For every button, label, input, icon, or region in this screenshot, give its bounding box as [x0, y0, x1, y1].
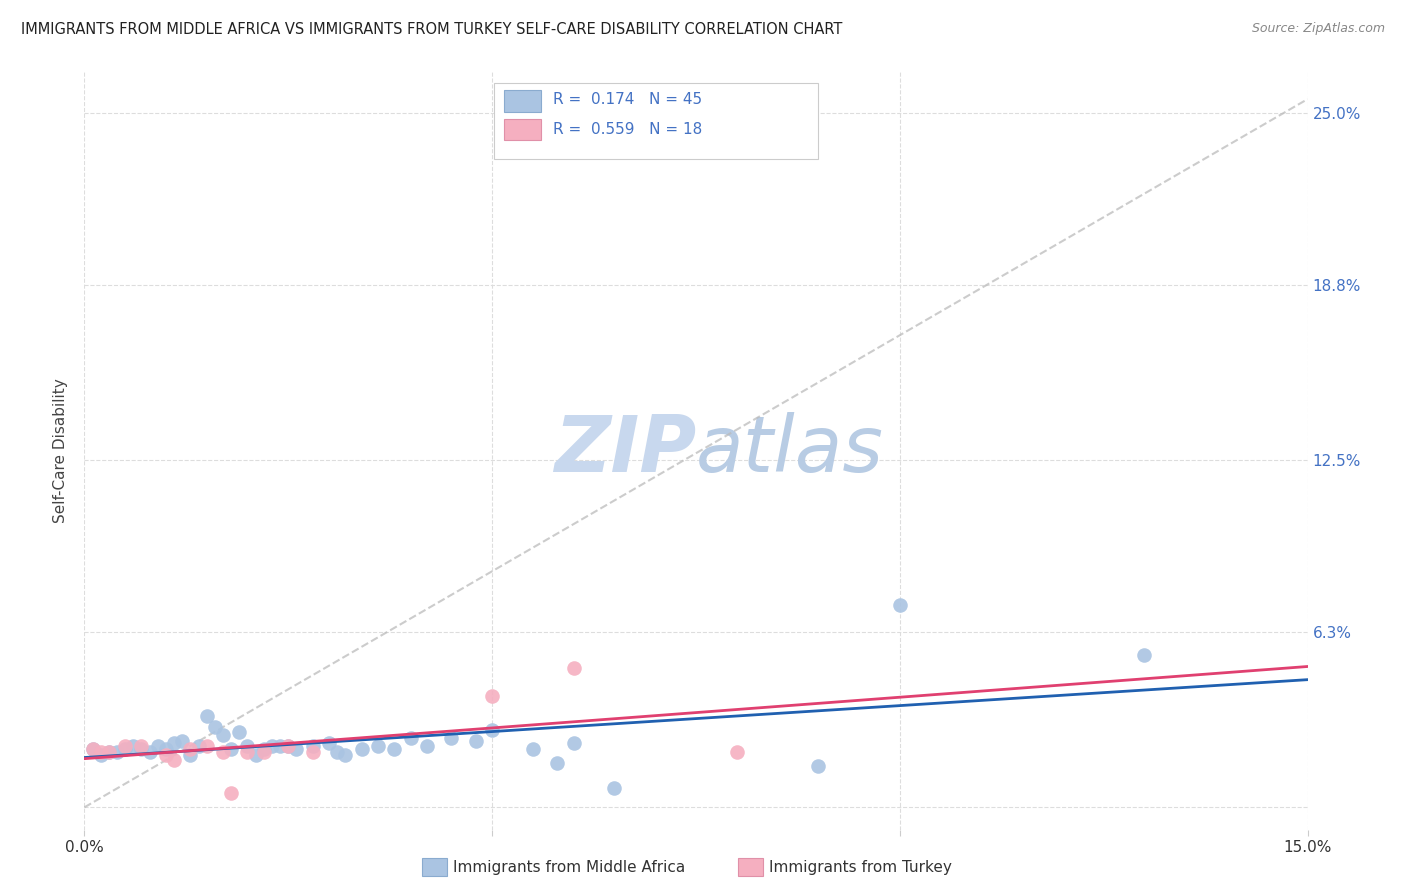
- Point: [236, 745, 259, 759]
- Point: [97, 745, 120, 759]
- Point: [382, 742, 405, 756]
- Point: [114, 739, 136, 754]
- Point: [367, 739, 389, 754]
- Text: Immigrants from Middle Africa: Immigrants from Middle Africa: [453, 860, 685, 874]
- Point: [399, 731, 422, 745]
- Point: [236, 739, 259, 754]
- Text: R =  0.174   N = 45: R = 0.174 N = 45: [553, 92, 702, 107]
- Point: [464, 733, 486, 747]
- Point: [105, 745, 128, 759]
- FancyBboxPatch shape: [503, 90, 541, 112]
- Point: [212, 745, 235, 759]
- Point: [269, 739, 291, 754]
- Point: [562, 661, 585, 675]
- Point: [562, 736, 585, 750]
- Point: [245, 747, 267, 762]
- Point: [90, 745, 112, 759]
- Point: [179, 747, 201, 762]
- Point: [228, 725, 250, 739]
- Point: [179, 742, 201, 756]
- Point: [138, 745, 160, 759]
- Point: [350, 742, 373, 756]
- Point: [326, 745, 349, 759]
- Point: [277, 739, 299, 754]
- Point: [725, 745, 748, 759]
- Point: [131, 742, 153, 756]
- Point: [187, 739, 209, 754]
- Point: [90, 747, 112, 762]
- Point: [122, 739, 145, 754]
- FancyBboxPatch shape: [503, 120, 541, 140]
- Point: [318, 736, 340, 750]
- Text: ZIP: ZIP: [554, 412, 696, 489]
- Point: [481, 723, 503, 737]
- Point: [82, 742, 104, 756]
- Point: [481, 690, 503, 704]
- Point: [546, 756, 568, 770]
- Point: [195, 739, 218, 754]
- Point: [335, 747, 357, 762]
- Point: [155, 742, 177, 756]
- Point: [131, 739, 153, 754]
- Point: [260, 739, 283, 754]
- Point: [277, 739, 299, 754]
- Point: [285, 742, 308, 756]
- Point: [155, 747, 177, 762]
- Text: R =  0.559   N = 18: R = 0.559 N = 18: [553, 122, 702, 137]
- Point: [1133, 648, 1156, 662]
- Point: [97, 745, 120, 759]
- Point: [889, 598, 911, 612]
- Point: [603, 780, 626, 795]
- Text: Immigrants from Turkey: Immigrants from Turkey: [769, 860, 952, 874]
- Point: [807, 758, 830, 772]
- Point: [146, 739, 169, 754]
- Text: Source: ZipAtlas.com: Source: ZipAtlas.com: [1251, 22, 1385, 36]
- Y-axis label: Self-Care Disability: Self-Care Disability: [53, 378, 69, 523]
- Point: [114, 742, 136, 756]
- Point: [172, 733, 194, 747]
- Point: [522, 742, 544, 756]
- Point: [195, 708, 218, 723]
- Point: [212, 728, 235, 742]
- Point: [82, 742, 104, 756]
- FancyBboxPatch shape: [494, 83, 818, 159]
- Point: [301, 745, 323, 759]
- Point: [440, 731, 463, 745]
- Point: [219, 742, 242, 756]
- Point: [253, 742, 276, 756]
- Text: IMMIGRANTS FROM MIDDLE AFRICA VS IMMIGRANTS FROM TURKEY SELF-CARE DISABILITY COR: IMMIGRANTS FROM MIDDLE AFRICA VS IMMIGRA…: [21, 22, 842, 37]
- Point: [204, 720, 226, 734]
- Point: [219, 787, 242, 801]
- Point: [253, 745, 276, 759]
- Point: [301, 739, 323, 754]
- Point: [163, 753, 186, 767]
- Point: [163, 736, 186, 750]
- Point: [416, 739, 439, 754]
- Text: atlas: atlas: [696, 412, 884, 489]
